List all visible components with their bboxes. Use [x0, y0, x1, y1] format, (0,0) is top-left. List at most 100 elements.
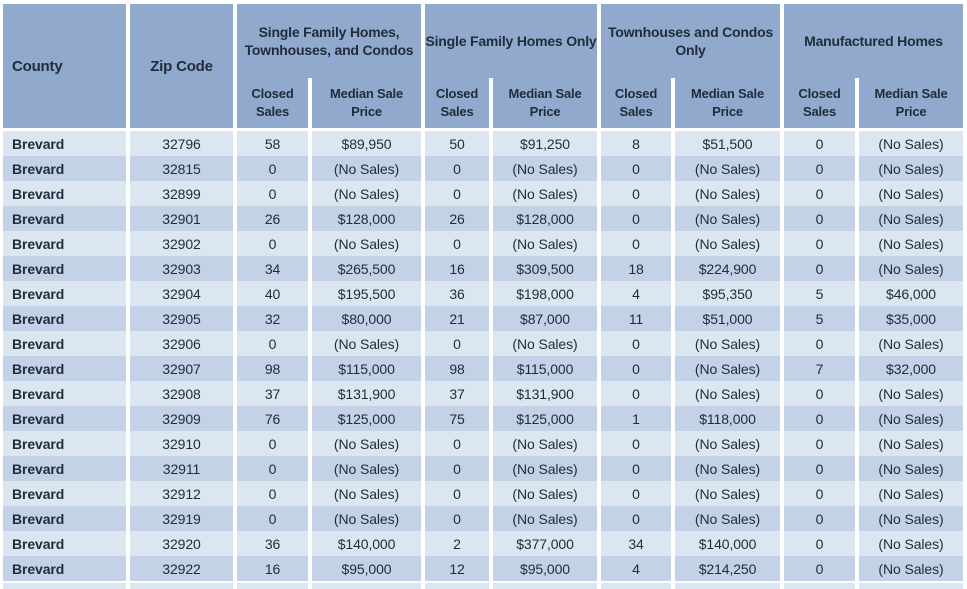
cell-tc-closed: 18 — [601, 256, 671, 281]
cell-zip: 32906 — [130, 331, 233, 356]
cell-tc-closed: 0 — [601, 431, 671, 456]
cell-sfh-closed: 36 — [425, 281, 489, 306]
subheader-closed-sales: Closed Sales — [798, 86, 841, 119]
cell-mh-median: $46,000 — [859, 281, 963, 306]
cell-zip: 32909 — [130, 406, 233, 431]
cell-sfthc-closed: 0 — [237, 506, 308, 531]
cell-sfthc-median: $265,500 — [312, 256, 421, 281]
cell-tc-median: $95,350 — [675, 281, 780, 306]
cell-mh-median: (No Sales) — [859, 531, 963, 556]
cell-mh-closed: 5 — [784, 281, 855, 306]
cell-sfh-closed: 0 — [425, 456, 489, 481]
group-title: Townhouses and Condos Only — [607, 23, 774, 58]
cell-sfh-median: $95,000 — [493, 556, 597, 581]
cell-county: Brevard — [3, 281, 126, 306]
subheader-closed-sales: Closed Sales — [251, 86, 294, 119]
cell-sfh-median: (No Sales) — [493, 231, 597, 256]
cell-sfh-closed: 2 — [425, 531, 489, 556]
cell-mh-median: (No Sales) — [859, 406, 963, 431]
cell-mh-median: (No Sales) — [859, 556, 963, 581]
cell-zip: 32910 — [130, 431, 233, 456]
table-body: Brevard 32796 58 $89,950 50 $91,250 8 $51,500 0(… — [3, 131, 967, 581]
cell-sfh-closed: 0 — [425, 156, 489, 181]
cell-tc-closed: 0 — [601, 181, 671, 206]
cell-county: Brevard — [3, 506, 126, 531]
header-group-sfh-th-condos: Single Family Homes, Townhouses, and Con… — [237, 4, 421, 128]
cell-mh-median: (No Sales) — [859, 256, 963, 281]
group-title: Single Family Homes Only — [425, 32, 597, 49]
cell-tc-median: $51,500 — [675, 131, 780, 156]
cell-tc-closed: 8 — [601, 131, 671, 156]
cell-mh-closed: 0 — [784, 131, 855, 156]
cell-zip: 32912 — [130, 481, 233, 506]
cell-sfh-median: $128,000 — [493, 206, 597, 231]
subheader-closed-sales: Closed Sales — [435, 86, 479, 119]
cell-county: Brevard — [3, 431, 126, 456]
cell-tc-median: (No Sales) — [675, 381, 780, 406]
cell-mh-median: (No Sales) — [859, 381, 963, 406]
cell-sfh-closed: 0 — [425, 481, 489, 506]
cell-zip: 32904 — [130, 281, 233, 306]
cell-sfh-median: $309,500 — [493, 256, 597, 281]
column-divider — [308, 78, 312, 128]
cell-county: Brevard — [3, 406, 126, 431]
cell-sfthc-median: (No Sales) — [312, 506, 421, 531]
cell-sfh-median: $198,000 — [493, 281, 597, 306]
cell-zip: 32901 — [130, 206, 233, 231]
column-divider — [855, 78, 859, 128]
cell-sfthc-closed: 32 — [237, 306, 308, 331]
cell-county: Brevard — [3, 381, 126, 406]
cell-zip: 32907 — [130, 356, 233, 381]
subheader-closed-sales: Closed Sales — [614, 86, 658, 119]
cell-sfh-median: (No Sales) — [493, 431, 597, 456]
cell-tc-closed: 0 — [601, 381, 671, 406]
cell-tc-closed: 34 — [601, 531, 671, 556]
cell-tc-median: (No Sales) — [675, 156, 780, 181]
table-row: Brevard 32903 34 $265,500 16 $309,500 18 $224,9… — [3, 256, 967, 281]
table-row: Brevard 32815 0 (No Sales) 0 (No Sales) 0 (No S… — [3, 156, 967, 181]
cell-sfh-median: (No Sales) — [493, 481, 597, 506]
subheader-median-sale-price: Median Sale Price — [330, 86, 403, 119]
column-divider — [489, 78, 493, 128]
cell-sfthc-median: (No Sales) — [312, 331, 421, 356]
cell-sfthc-median: (No Sales) — [312, 181, 421, 206]
table-row: Brevard 32899 0 (No Sales) 0 (No Sales) 0 (No S… — [3, 181, 967, 206]
cell-tc-closed: 0 — [601, 481, 671, 506]
cell-tc-median: (No Sales) — [675, 431, 780, 456]
cell-sfh-closed: 37 — [425, 381, 489, 406]
subheader-median-sale-price: Median Sale Price — [874, 86, 948, 119]
cell-tc-median: (No Sales) — [675, 356, 780, 381]
cell-mh-closed: 7 — [784, 356, 855, 381]
cell-county: Brevard — [3, 156, 126, 181]
table-row: Brevard 32920 36 $140,000 2 $377,000 34 $140,00… — [3, 531, 967, 556]
cell-tc-median: (No Sales) — [675, 331, 780, 356]
cell-mh-median: (No Sales) — [859, 231, 963, 256]
cell-sfthc-closed: 76 — [237, 406, 308, 431]
cell-tc-closed: 0 — [601, 456, 671, 481]
cell-sfh-closed: 50 — [425, 131, 489, 156]
cell-zip: 32899 — [130, 181, 233, 206]
cell-mh-closed: 0 — [784, 531, 855, 556]
cell-mh-median: (No Sales) — [859, 331, 963, 356]
table-row: Brevard 32922 16 $95,000 12 $95,000 4 $214,250 0… — [3, 556, 967, 581]
cell-sfthc-median: (No Sales) — [312, 231, 421, 256]
cell-sfthc-closed: 0 — [237, 431, 308, 456]
cell-zip: 32902 — [130, 231, 233, 256]
cell-county: Brevard — [3, 331, 126, 356]
cell-sfthc-median: (No Sales) — [312, 456, 421, 481]
cell-sfthc-median: $125,000 — [312, 406, 421, 431]
cell-sfthc-closed: 0 — [237, 231, 308, 256]
table-row: Brevard 32906 0 (No Sales) 0 (No Sales) 0 (No S… — [3, 331, 967, 356]
cell-mh-closed: 0 — [784, 506, 855, 531]
cell-sfh-median: (No Sales) — [493, 331, 597, 356]
cell-sfthc-closed: 0 — [237, 456, 308, 481]
cell-sfh-median: $87,000 — [493, 306, 597, 331]
cell-sfh-closed: 0 — [425, 431, 489, 456]
cell-county: Brevard — [3, 356, 126, 381]
cell-sfthc-closed: 40 — [237, 281, 308, 306]
cell-mh-closed: 0 — [784, 431, 855, 456]
cell-county: Brevard — [3, 256, 126, 281]
table-row: Brevard 32902 0 (No Sales) 0 (No Sales) 0 (No S… — [3, 231, 967, 256]
cell-mh-median: (No Sales) — [859, 481, 963, 506]
group-title: Single Family Homes, Townhouses, and Con… — [244, 23, 414, 58]
